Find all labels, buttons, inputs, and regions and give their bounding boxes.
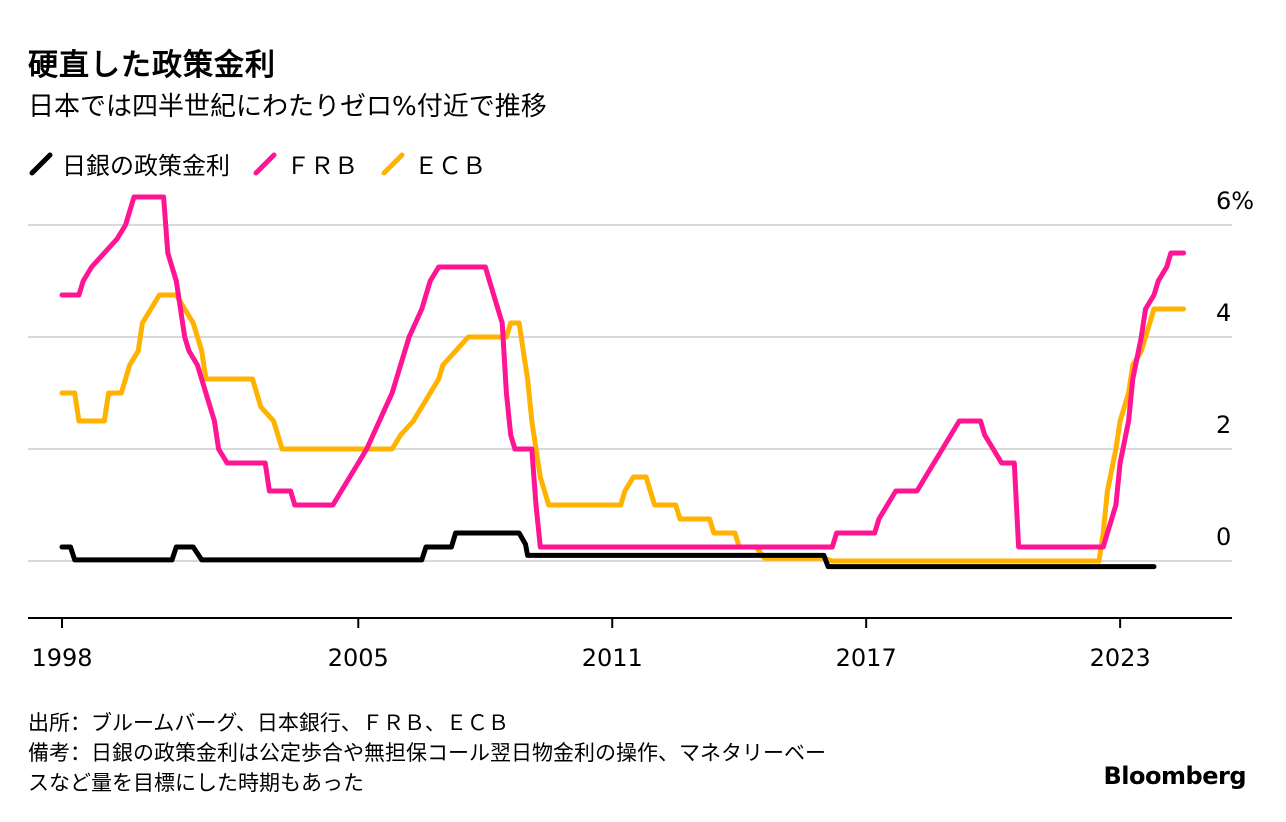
legend-swatch-frb bbox=[253, 152, 277, 175]
x-tick-label: 2023 bbox=[1090, 644, 1151, 672]
legend-item-frb: ＦＲＢ bbox=[252, 146, 358, 181]
y-tick-label: 2 bbox=[1216, 411, 1231, 439]
legend-item-boj: 日銀の政策金利 bbox=[28, 146, 230, 181]
x-tick-label: 2017 bbox=[836, 644, 897, 672]
footer-notes: 出所：ブルームバーグ、日本銀行、ＦＲＢ、ＥＣＢ 備考：日銀の政策金利は公定歩合や… bbox=[28, 708, 826, 798]
legend: 日銀の政策金利 ＦＲＢ ＥＣＢ bbox=[28, 146, 508, 181]
bloomberg-logo: Bloomberg bbox=[1103, 762, 1247, 790]
legend-label-boj: 日銀の政策金利 bbox=[62, 152, 230, 180]
x-tick-label: 1998 bbox=[31, 644, 92, 672]
y-tick-label: 6% bbox=[1216, 187, 1254, 215]
series-line-frb bbox=[59, 194, 1187, 550]
series-line-boj bbox=[59, 530, 1157, 570]
remark-line-2: スなど量を目標にした時期もあった bbox=[28, 771, 364, 795]
gridlines bbox=[28, 224, 1232, 562]
series-lines bbox=[59, 194, 1187, 570]
legend-swatch-boj bbox=[29, 152, 53, 175]
legend-swatch-ecb bbox=[381, 152, 405, 175]
legend-label-ecb: ＥＣＢ bbox=[414, 152, 486, 180]
legend-label-frb: ＦＲＢ bbox=[286, 152, 358, 180]
y-tick-label: 0 bbox=[1216, 523, 1231, 551]
remark-line-1: 備考：日銀の政策金利は公定歩合や無担保コール翌日物金利の操作、マネタリーベー bbox=[28, 741, 826, 765]
source-note: 出所：ブルームバーグ、日本銀行、ＦＲＢ、ＥＣＢ bbox=[28, 711, 509, 735]
legend-item-ecb: ＥＣＢ bbox=[380, 146, 486, 181]
series-line-ecb bbox=[59, 292, 1187, 564]
y-tick-label: 4 bbox=[1216, 299, 1231, 327]
chart-subtitle: 日本では四半世紀にわたりゼロ%付近で推移 bbox=[28, 92, 547, 122]
x-tick-label: 2005 bbox=[328, 644, 389, 672]
chart-title: 硬直した政策金利 bbox=[28, 48, 276, 83]
x-tick-label: 2011 bbox=[582, 644, 643, 672]
axes: 0 2 4 6% 1998 2005 2011 2017 2023 bbox=[28, 187, 1254, 672]
